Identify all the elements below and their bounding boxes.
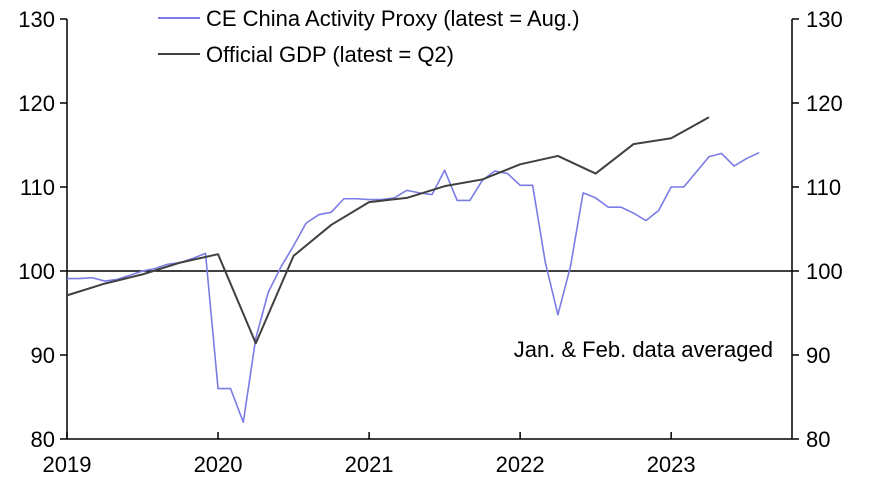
y-tick-label-left: 100 (18, 259, 55, 284)
ticks: 80 80 90 90 100 100 110 110 120 120 130 130 2019 2020… (18, 7, 842, 477)
legend-label-gdp: Official GDP (latest = Q2) (206, 42, 454, 67)
y-tick-label-right: 120 (806, 91, 843, 116)
legend: CE China Activity Proxy (latest = Aug.) … (158, 6, 580, 67)
y-tick-label-left: 120 (18, 91, 55, 116)
series-line-activity-proxy (67, 151, 760, 424)
x-tick-label: 2020 (194, 452, 243, 477)
legend-label-proxy: CE China Activity Proxy (latest = Aug.) (206, 6, 580, 31)
y-tick-label-left: 130 (18, 7, 55, 32)
y-tick-label-right: 100 (806, 259, 843, 284)
annotation-text: Jan. & Feb. data averaged (514, 337, 773, 362)
y-tick-label-left: 80 (31, 427, 55, 452)
y-tick-label-right: 110 (806, 175, 841, 200)
series-layer (66, 116, 760, 424)
y-tick-label-left: 90 (31, 343, 55, 368)
y-tick-label-left: 110 (20, 175, 55, 200)
y-tick-label-right: 90 (806, 343, 830, 368)
x-tick-label: 2022 (496, 452, 545, 477)
y-tick-label-right: 80 (806, 427, 830, 452)
y-tick-label-right: 130 (806, 7, 843, 32)
axes (66, 19, 793, 440)
x-tick-label: 2019 (43, 452, 92, 477)
series-line-official-gdp (66, 116, 710, 345)
x-tick-label: 2023 (647, 452, 696, 477)
x-tick-label: 2021 (345, 452, 394, 477)
